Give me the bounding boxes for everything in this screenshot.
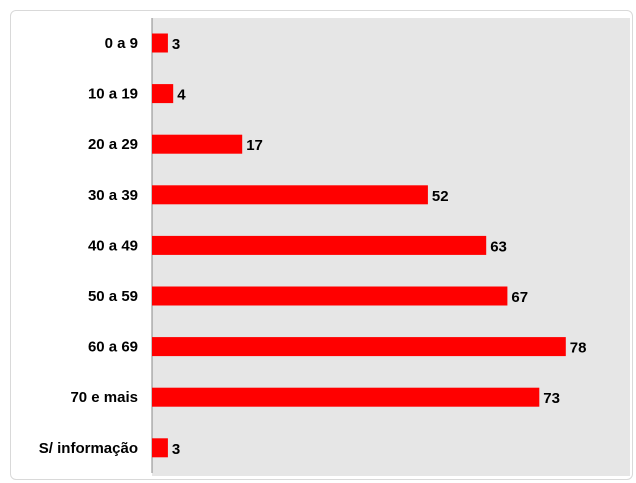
value-label-5: 67 (511, 289, 528, 306)
bar-1 (152, 84, 174, 104)
category-label-5: 50 a 59 (88, 288, 138, 305)
value-label-2: 17 (246, 137, 263, 154)
bar-2 (152, 134, 243, 154)
category-label-8: S/ informação (39, 440, 138, 457)
bar-8 (152, 438, 168, 458)
bar-7 (152, 387, 540, 407)
category-label-6: 60 a 69 (88, 339, 138, 356)
bar-4 (152, 235, 487, 255)
value-label-7: 73 (543, 390, 560, 407)
value-label-0: 3 (172, 36, 180, 53)
bar-6 (152, 337, 566, 357)
bars-group (152, 33, 566, 458)
value-labels-group: 3 4 17 52 63 67 78 73 3 (172, 36, 587, 458)
category-label-0: 0 a 9 (105, 35, 138, 52)
value-label-3: 52 (432, 188, 449, 205)
category-label-1: 10 a 19 (88, 86, 138, 103)
category-label-3: 30 a 39 (88, 187, 138, 204)
bar-3 (152, 185, 428, 205)
value-label-4: 63 (490, 238, 507, 255)
bar-5 (152, 286, 508, 306)
category-label-2: 20 a 29 (88, 136, 138, 153)
value-label-1: 4 (177, 87, 186, 104)
bar-0 (152, 33, 168, 53)
category-label-7: 70 e mais (70, 389, 138, 406)
value-label-6: 78 (570, 340, 587, 357)
category-labels-group: 0 a 9 10 a 19 20 a 29 30 a 39 40 a 49 50 a 59… (39, 35, 138, 457)
value-label-8: 3 (172, 441, 180, 458)
category-label-4: 40 a 49 (88, 237, 138, 254)
